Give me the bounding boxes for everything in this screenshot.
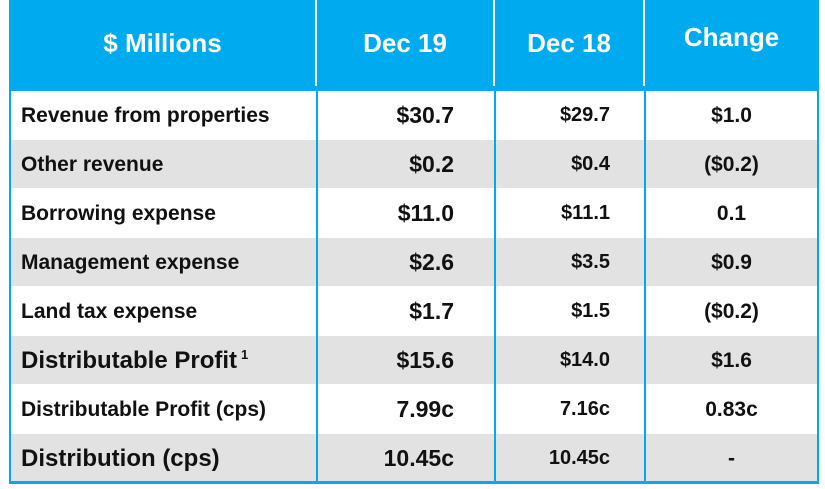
- row-change: ($0.2): [704, 152, 759, 176]
- header-bottom-rule: [9, 86, 819, 91]
- table-row: Distributable Profit 1 $15.6 $14.0 $1.6: [9, 336, 819, 385]
- table-row: Land tax expense $1.7 $1.5 ($0.2): [9, 287, 819, 336]
- row-label: Land tax expense: [21, 299, 198, 323]
- row-label: Revenue from properties: [21, 103, 270, 127]
- row-dec19: $15.6: [396, 347, 454, 373]
- row-dec19: $2.6: [409, 249, 454, 275]
- footnote-marker: 1: [241, 347, 249, 362]
- row-dec19: $11.0: [397, 200, 454, 226]
- table-row: Borrowing expense $11.0 $11.1 0.1: [9, 189, 819, 238]
- table-body: Revenue from properties $30.7 $29.7 $1.0…: [9, 91, 819, 483]
- row-dec18: $0.4: [571, 153, 610, 175]
- column-divider: [644, 86, 646, 481]
- column-divider: [494, 86, 496, 481]
- table-row: Management expense $2.6 $3.5 $0.9: [9, 238, 819, 287]
- header-change: Change: [683, 22, 780, 52]
- header-dec18: Dec 18: [527, 27, 611, 58]
- row-dec19: $0.2: [409, 151, 454, 177]
- row-label: Distributable Profit (cps): [21, 397, 267, 421]
- row-dec18: 7.16c: [559, 398, 610, 420]
- row-label: Management expense: [21, 250, 240, 274]
- row-change: $0.9: [711, 250, 752, 274]
- row-dec18: $3.5: [571, 251, 610, 273]
- row-dec18: $14.0: [559, 349, 610, 371]
- header-dec19: Dec 19: [363, 27, 447, 58]
- row-change: -: [728, 446, 735, 470]
- row-label: Other revenue: [21, 152, 164, 176]
- table-row: Other revenue $0.2 $0.4 ($0.2): [9, 140, 819, 189]
- row-change: $1.0: [711, 103, 752, 127]
- row-label: Borrowing expense: [21, 201, 216, 225]
- row-dec18: $11.1: [561, 202, 610, 224]
- table-border-left: [9, 0, 11, 484]
- row-dec18: $1.5: [571, 300, 610, 322]
- column-divider: [316, 86, 318, 481]
- header-divider: [643, 0, 645, 86]
- table-border-bottom: [9, 481, 819, 484]
- row-label-text: Distributable Profit: [21, 346, 238, 374]
- table-row: Distribution (cps) 10.45c 10.45c -: [9, 434, 819, 483]
- row-dec19: $1.7: [409, 298, 454, 324]
- table-header: $ Millions Dec 19 Dec 18 Change: [9, 0, 819, 86]
- header-divider: [493, 0, 495, 86]
- row-change: ($0.2): [704, 299, 759, 323]
- row-label: Distributable Profit 1: [9, 336, 316, 385]
- table-row: Distributable Profit (cps) 7.99c 7.16c 0…: [9, 385, 819, 434]
- row-change: 0.1: [716, 201, 747, 225]
- table-row: Revenue from properties $30.7 $29.7 $1.0: [9, 91, 819, 140]
- header-millions: $ Millions: [103, 27, 222, 58]
- row-dec18: 10.45c: [548, 447, 610, 469]
- row-dec19: 7.99c: [396, 396, 454, 422]
- row-label: Distribution (cps): [21, 444, 220, 472]
- row-change: $1.6: [711, 348, 752, 372]
- row-dec19: $30.7: [396, 102, 454, 128]
- row-dec19: 10.45c: [383, 445, 454, 471]
- row-dec18: $29.7: [559, 104, 610, 126]
- header-divider: [315, 0, 317, 86]
- table-border-right: [817, 0, 819, 484]
- row-change: 0.83c: [705, 397, 758, 421]
